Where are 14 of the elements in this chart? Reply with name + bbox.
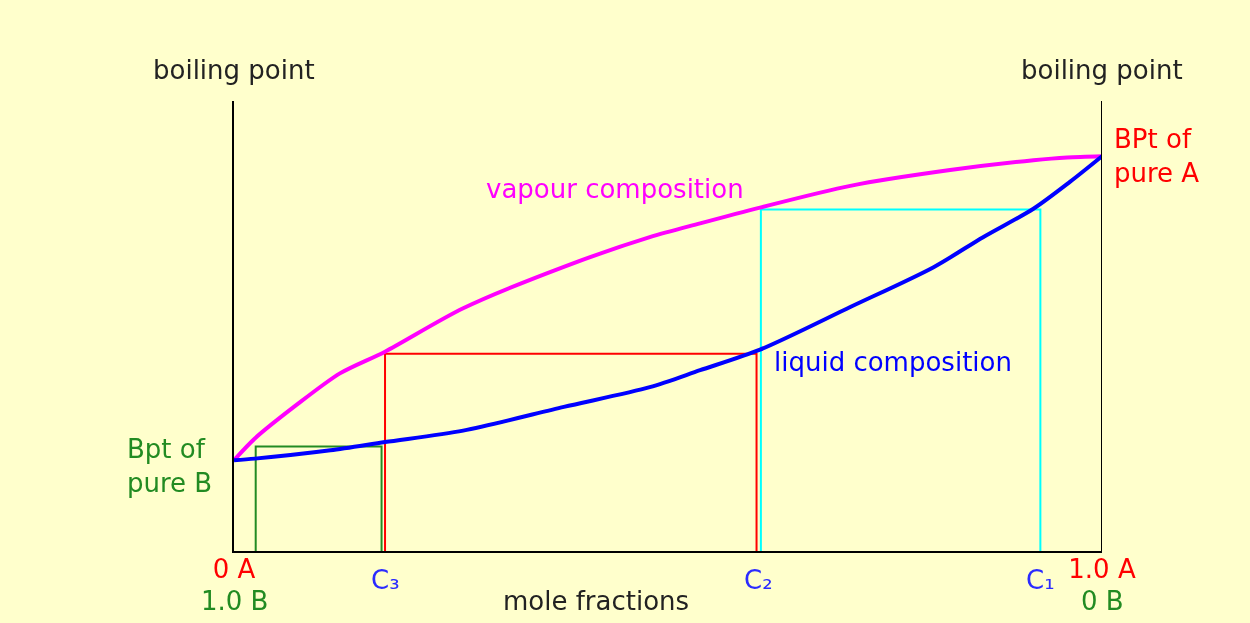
- series-label: vapour composition: [486, 174, 744, 204]
- y2-axis-title: boiling point: [1021, 55, 1183, 85]
- x2-tick-label: 0 B: [1081, 586, 1124, 616]
- annotation: BPt of pure A: [1114, 124, 1200, 188]
- annotation: C₃: [371, 565, 400, 595]
- x2-tick-label: 1.0 B: [201, 586, 269, 616]
- annotation: C₂: [744, 565, 773, 595]
- annotation: C₁: [1026, 565, 1055, 595]
- y-axis-title: boiling point: [153, 55, 315, 85]
- x-tick-label: 0 A: [212, 554, 256, 585]
- annotation: Bpt of pure B: [127, 434, 213, 498]
- series-label: liquid composition: [774, 347, 1012, 377]
- x-tick-label: 1.0 A: [1068, 554, 1136, 585]
- x-axis-title: mole fractions: [503, 586, 690, 616]
